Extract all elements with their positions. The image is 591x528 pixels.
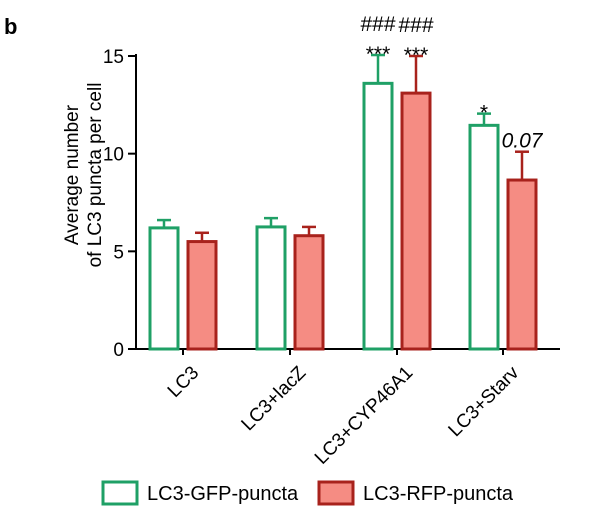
bar [148, 226, 180, 351]
category-labels: LC3 LC3+lacZ LC3+CYP46A1 LC3+Starv [164, 349, 524, 469]
significance-annotations: ###***###****0.07 [360, 13, 543, 153]
significance-label: *** [404, 44, 429, 67]
significance-label: *** [366, 43, 391, 66]
y-axis-label: Average number of LC3 puncta per cell [62, 83, 106, 268]
category-label: LC3 [164, 362, 203, 401]
significance-label: ### [360, 13, 395, 36]
y-tick-label: 10 [103, 145, 124, 166]
bar [506, 178, 538, 351]
bar [362, 81, 394, 351]
y-tick-label: 15 [103, 47, 124, 68]
bar [186, 240, 218, 351]
category-label: LC3+lacZ [238, 362, 311, 435]
y-axis-title: Average number of LC3 puncta per cell [62, 83, 106, 268]
panel-label: b [4, 14, 17, 39]
bar [255, 225, 287, 351]
legend-label: LC3-RFP-puncta [363, 483, 514, 505]
legend: LC3-GFP-puncta LC3-RFP-puncta [101, 480, 514, 506]
bar [293, 234, 325, 351]
significance-label: * [480, 102, 488, 125]
y-tick-label: 0 [113, 340, 124, 361]
bar [468, 123, 500, 351]
legend-swatch [317, 480, 355, 506]
y-tick-label: 5 [113, 242, 124, 263]
significance-label: ### [398, 14, 433, 37]
y-axis-title-line: Average number [62, 104, 83, 245]
legend-label: LC3-GFP-puncta [147, 483, 299, 505]
y-ticks: 0 5 10 15 [103, 47, 136, 361]
y-axis-title-line: of LC3 puncta per cell [85, 83, 106, 268]
category-label: LC3+Starv [445, 362, 524, 441]
category-label: LC3+CYP46A1 [311, 362, 417, 468]
significance-label: 0.07 [502, 130, 544, 153]
legend-swatch [101, 480, 139, 506]
bars [148, 53, 538, 351]
bar [400, 91, 432, 351]
